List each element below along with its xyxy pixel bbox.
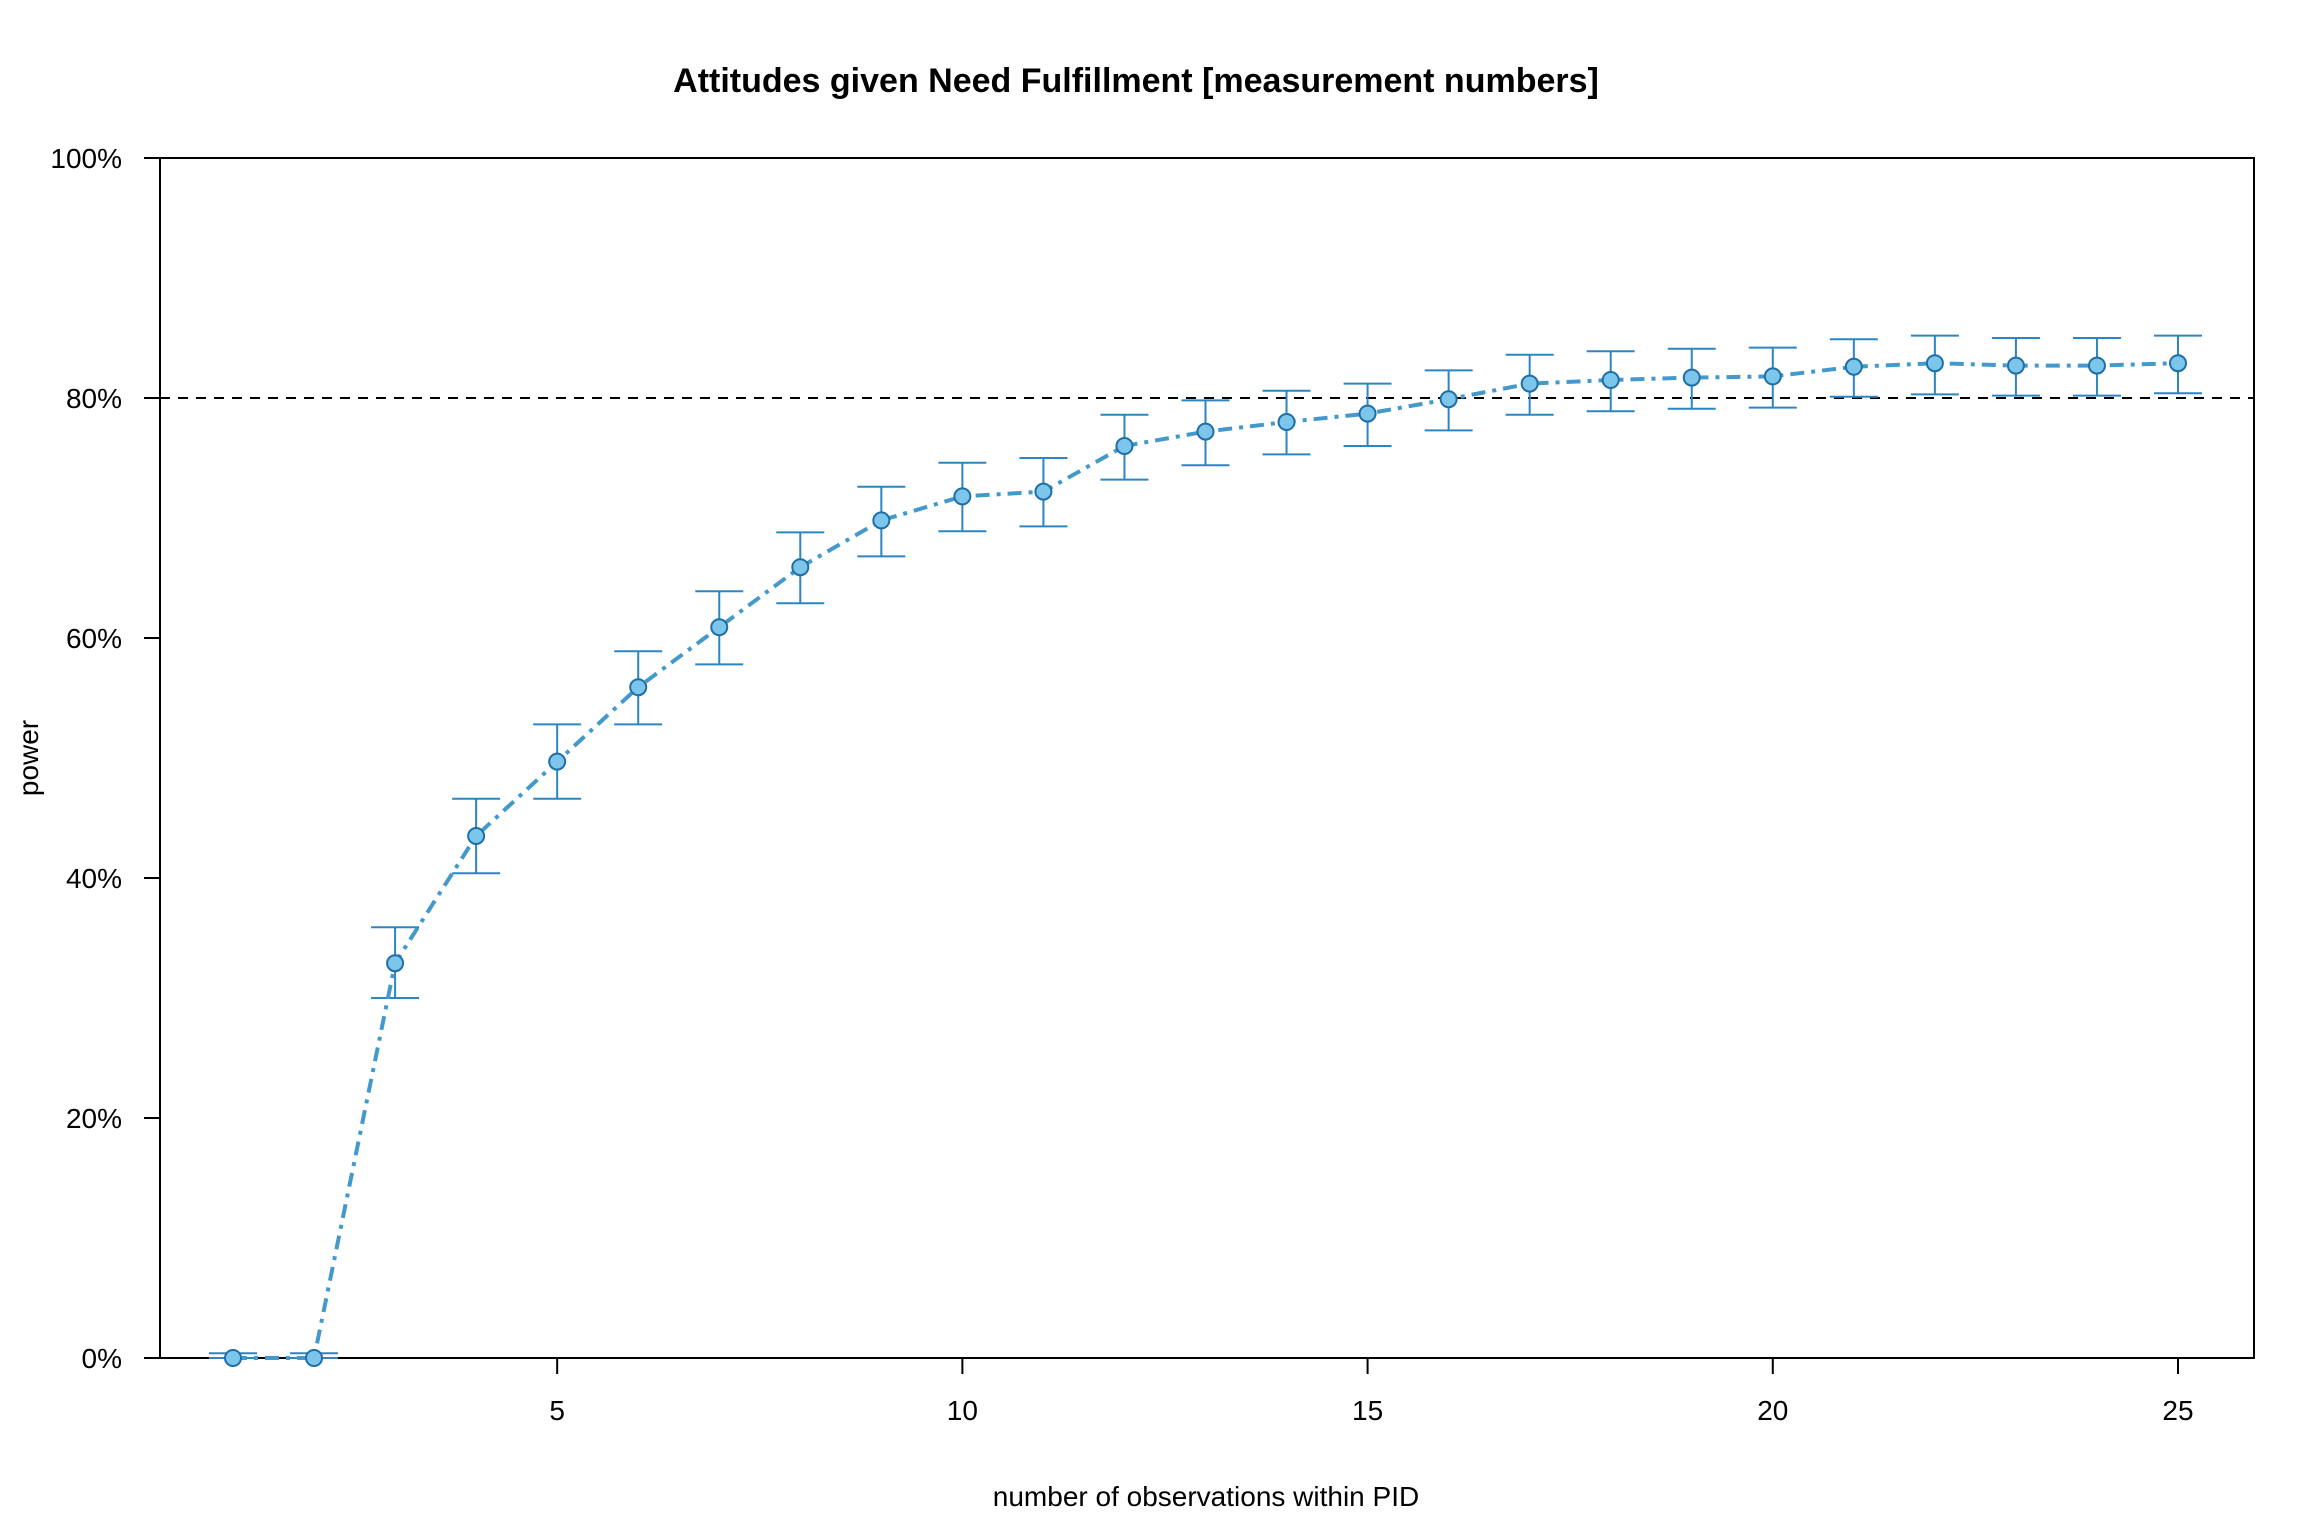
plot-frame — [159, 157, 2255, 1359]
x-tick-label: 25 — [2162, 1395, 2193, 1426]
series-line — [233, 361, 2179, 1360]
data-point — [1601, 371, 1620, 389]
y-axis: 0% 20% 40% 60% 80% 100% — [50, 143, 160, 1374]
data-point — [1196, 422, 1215, 441]
data-point — [872, 511, 891, 530]
data-point — [305, 1349, 324, 1367]
x-tick-label: 20 — [1757, 1395, 1788, 1426]
series-group — [209, 334, 2202, 1367]
data-point — [953, 487, 972, 506]
data-point — [224, 1349, 242, 1367]
data-point — [548, 752, 567, 771]
y-tick-label: 100% — [50, 143, 122, 174]
data-point — [467, 827, 486, 845]
data-point — [2006, 356, 2025, 375]
data-point — [791, 558, 810, 577]
y-axis-label: power — [13, 720, 44, 796]
data-point — [386, 954, 405, 973]
data-point — [2087, 356, 2106, 375]
data-point — [1439, 390, 1458, 409]
data-point — [1277, 413, 1296, 431]
data-point — [629, 678, 648, 697]
data-point — [1034, 482, 1053, 501]
data-point — [1358, 404, 1377, 423]
x-axis-label: number of observations within PID — [993, 1481, 1419, 1512]
data-point — [1763, 367, 1782, 386]
x-axis: 5 10 15 20 25 — [549, 1358, 2194, 1426]
data-point — [1115, 437, 1134, 455]
y-tick-label: 60% — [66, 623, 122, 654]
data-point — [1844, 357, 1863, 376]
chart-title: Attitudes given Need Fulfillment [measur… — [673, 62, 1599, 100]
data-point — [1682, 368, 1701, 387]
x-tick-label: 15 — [1352, 1395, 1383, 1426]
y-tick-label: 20% — [66, 1103, 122, 1134]
x-tick-label: 5 — [549, 1395, 565, 1426]
data-point — [1520, 374, 1539, 393]
y-tick-label: 80% — [66, 383, 122, 414]
y-tick-label: 0% — [82, 1343, 122, 1374]
data-point — [710, 618, 729, 637]
data-point — [2169, 354, 2187, 373]
x-tick-label: 10 — [947, 1395, 978, 1426]
data-point — [1925, 354, 1944, 373]
y-tick-label: 40% — [66, 863, 122, 894]
